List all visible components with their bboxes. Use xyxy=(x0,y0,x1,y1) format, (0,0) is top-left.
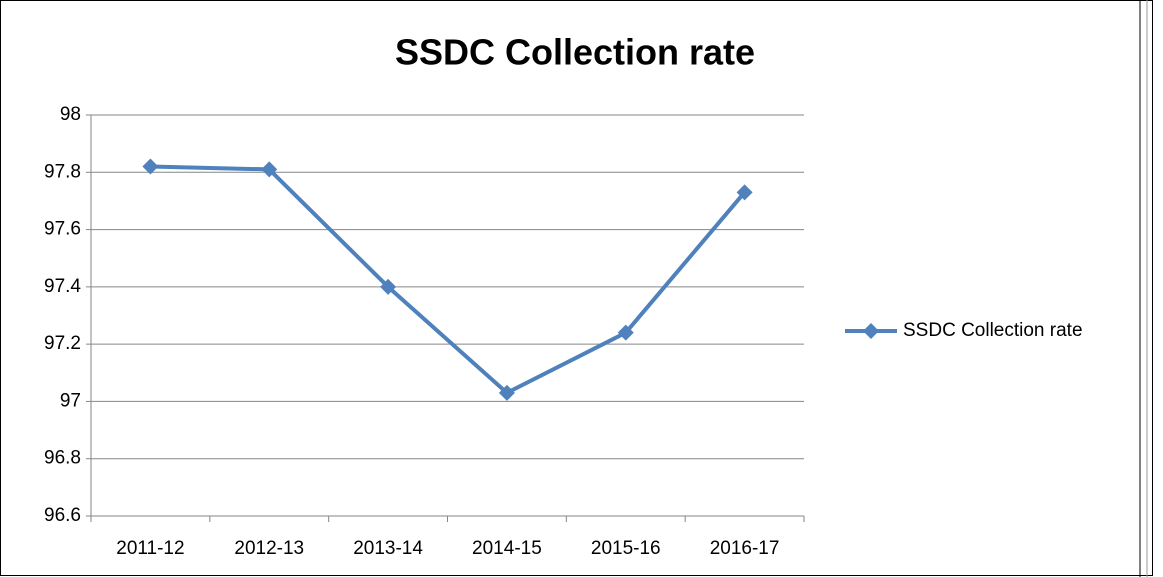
y-tick-label: 97.8 xyxy=(44,161,81,182)
legend-label: SSDC Collection rate xyxy=(903,320,1083,341)
x-tick-label: 2011-12 xyxy=(116,538,184,559)
x-tick-label: 2016-17 xyxy=(710,538,780,559)
data-point xyxy=(380,278,397,295)
y-tick-label: 97 xyxy=(60,390,81,411)
data-point xyxy=(736,184,753,201)
legend-marker xyxy=(863,323,879,339)
data-point xyxy=(617,324,634,341)
x-tick-label: 2015-16 xyxy=(591,538,661,559)
data-point xyxy=(261,161,278,178)
chart-title: SSDC Collection rate xyxy=(395,32,755,73)
y-tick-label: 97.6 xyxy=(44,219,81,240)
data-point xyxy=(142,158,159,175)
y-tick-label: 98 xyxy=(60,104,81,125)
y-tick-label: 97.4 xyxy=(44,276,81,297)
y-tick-label: 96.6 xyxy=(44,505,81,526)
x-tick-label: 2012-13 xyxy=(234,538,304,559)
y-tick-label: 97.2 xyxy=(44,333,81,354)
y-tick-label: 96.8 xyxy=(44,448,81,469)
x-tick-label: 2014-15 xyxy=(472,538,542,559)
x-tick-label: 2013-14 xyxy=(353,538,423,559)
series-line xyxy=(150,164,747,395)
data-point xyxy=(498,384,515,401)
